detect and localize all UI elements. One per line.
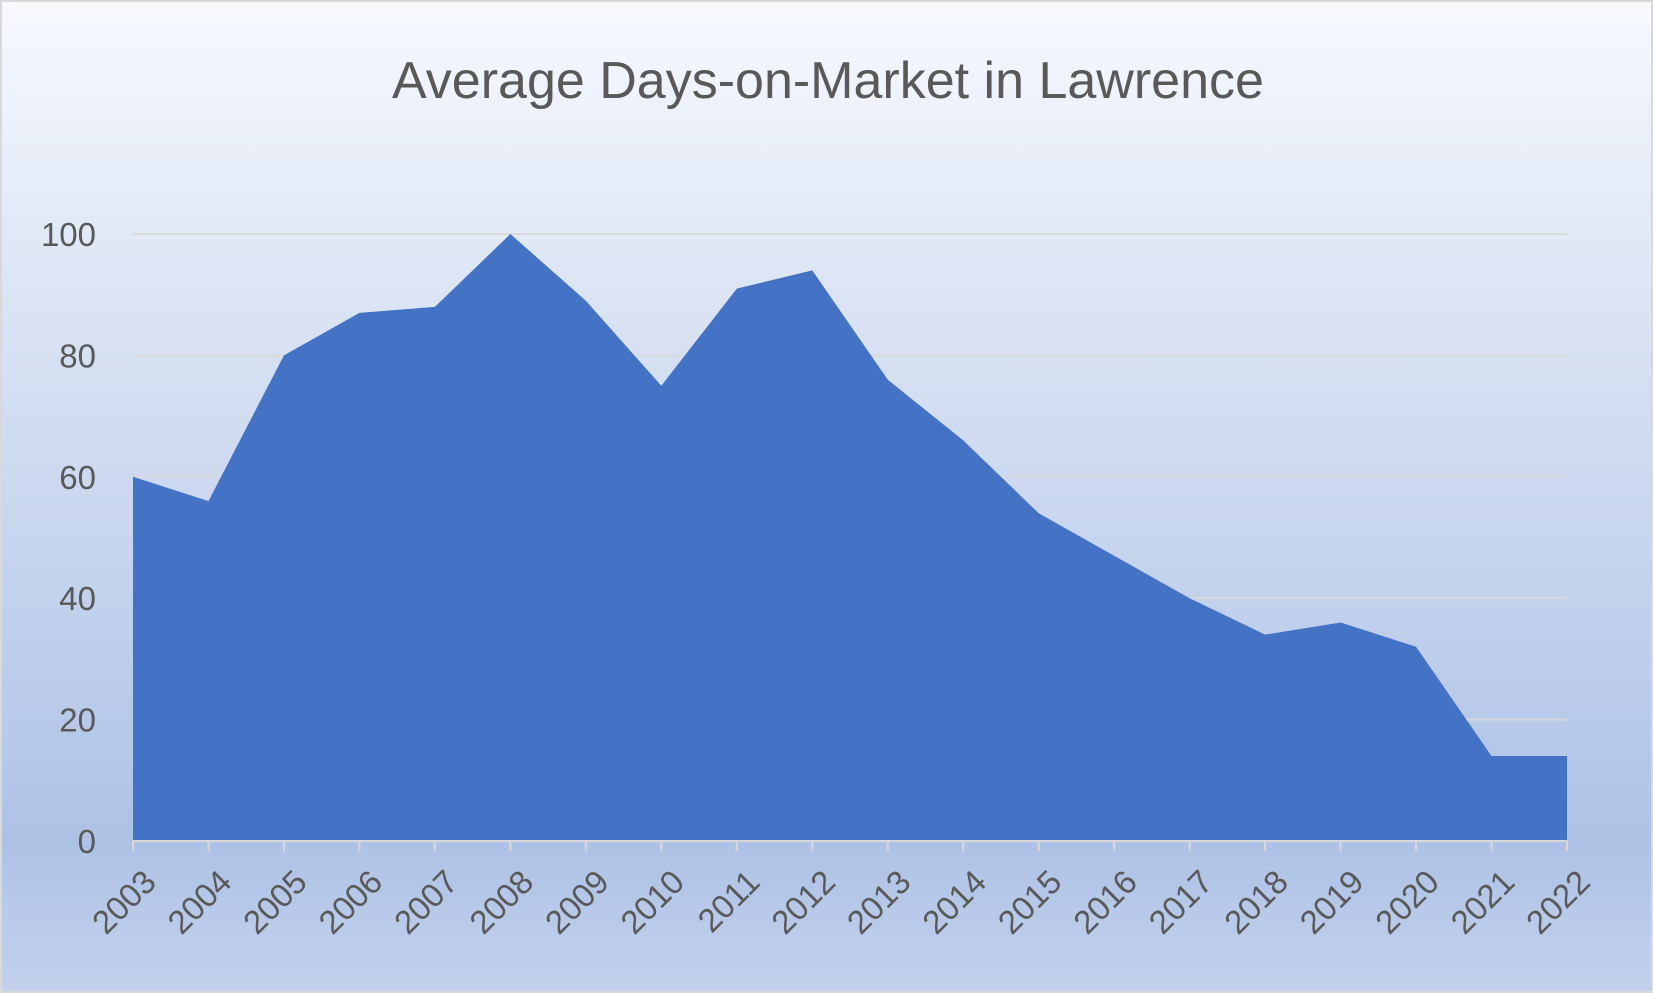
y-tick-label: 20 [59, 702, 96, 739]
area-series [133, 234, 1567, 841]
x-tick-label: 2017 [1141, 863, 1219, 941]
x-tick-label: 2010 [613, 863, 691, 941]
x-tick-label: 2018 [1217, 863, 1295, 941]
x-tick-label: 2020 [1368, 863, 1446, 941]
y-tick-label: 40 [59, 580, 96, 617]
x-axis [132, 840, 1568, 851]
x-tick-label: 2003 [85, 863, 163, 941]
chart-title: Average Days-on-Market in Lawrence [392, 52, 1264, 110]
y-tick-label: 100 [41, 216, 96, 253]
x-tick-label: 2008 [462, 863, 540, 941]
y-tick-label: 0 [78, 823, 96, 860]
x-tick-label: 2009 [538, 863, 616, 941]
x-tick-label: 2015 [991, 863, 1069, 941]
x-tick-label: 2011 [690, 863, 766, 939]
x-tick-label: 2019 [1292, 863, 1370, 941]
x-tick-label: 2007 [387, 863, 465, 941]
x-tick-label: 2022 [1519, 863, 1597, 941]
y-tick-label: 60 [59, 459, 96, 496]
y-axis-tick-labels: 0 20 40 60 80 100 [41, 216, 96, 860]
x-tick-label: 2012 [764, 863, 842, 941]
y-tick-label: 80 [59, 337, 96, 374]
x-tick-label: 2021 [1443, 863, 1521, 941]
series-area [133, 234, 1567, 841]
x-tick-label: 2016 [1066, 863, 1144, 941]
x-tick-label: 2013 [840, 863, 918, 941]
x-tick-label: 2005 [236, 863, 314, 941]
x-tick-label: 2006 [311, 863, 389, 941]
x-tick-label: 2014 [915, 863, 993, 941]
x-tick-label: 2004 [160, 863, 238, 941]
